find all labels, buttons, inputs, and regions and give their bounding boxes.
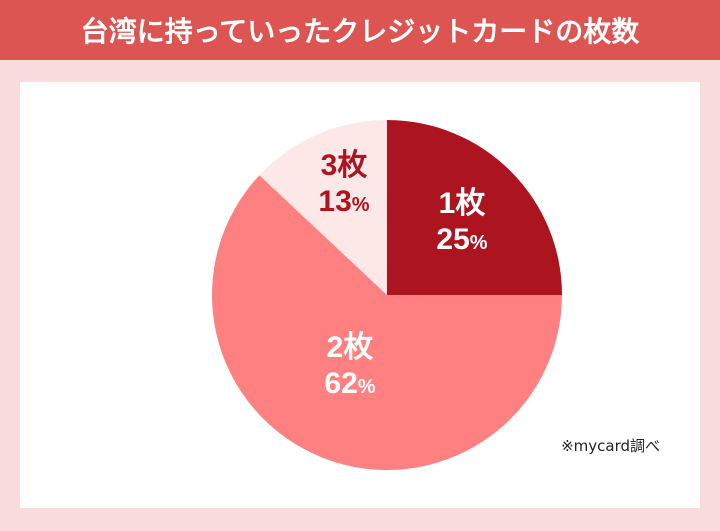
pie-slice-3 (259, 120, 387, 295)
pie-slice-2 (212, 175, 562, 470)
slice-2-percent: 62% (324, 367, 376, 400)
pie-chart (212, 120, 562, 470)
slice-2-category: 2枚 (326, 331, 374, 364)
slice-label-2: 2枚 62% (300, 330, 400, 405)
chart-panel: 1枚 25% 2枚 62% 3枚 13% ※mycard調べ (20, 82, 700, 508)
chart-title: 台湾に持っていったクレジットカードの枚数 (80, 15, 640, 48)
slice-1-category: 1枚 (438, 187, 486, 220)
slice-1-percent: 25% (436, 223, 488, 256)
slice-3-percent: 13% (318, 185, 370, 218)
slice-label-3: 3枚 13% (294, 148, 394, 223)
pie-slice-1 (387, 120, 562, 295)
slice-3-category: 3枚 (320, 149, 368, 182)
chart-header: 台湾に持っていったクレジットカードの枚数 (0, 0, 720, 60)
source-note: ※mycard調べ (561, 437, 660, 455)
slice-label-1: 1枚 25% (412, 186, 512, 261)
